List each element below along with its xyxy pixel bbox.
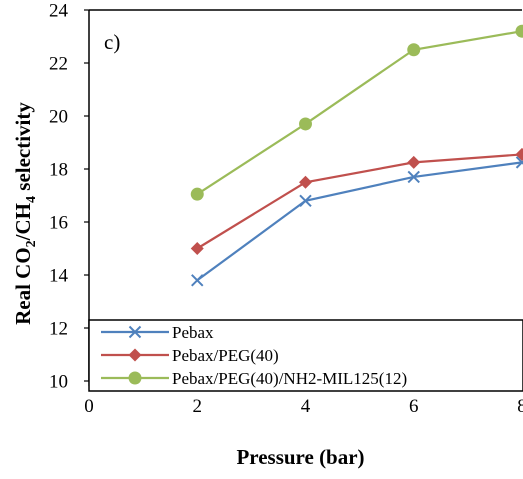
y-tick-label: 14	[49, 266, 69, 287]
data-point	[515, 156, 523, 169]
data-point	[299, 117, 312, 131]
series-2	[190, 147, 523, 255]
y-ticks: 10 12 14 16 18 20 22 24	[49, 1, 89, 393]
data-point	[407, 155, 421, 169]
legend-item: Pebax/PEG(40)/NH2-MIL125(12)	[101, 369, 407, 388]
x-tick-label: 2	[193, 396, 203, 417]
series-line	[196, 30, 523, 196]
legend-label: Pebax/PEG(40)/NH2-MIL125(12)	[172, 369, 407, 388]
y-tick-label: 22	[49, 54, 68, 75]
series-line	[196, 161, 523, 282]
y-tick-label: 16	[49, 213, 68, 234]
legend-item: Pebax/PEG(40)	[101, 346, 279, 365]
series-line	[196, 153, 523, 250]
data-point	[190, 187, 204, 201]
y-axis-title-part: Real CO	[11, 247, 35, 325]
x-tick-label: 4	[301, 396, 311, 417]
y-tick-label: 10	[49, 372, 68, 393]
x-axis-title: Pressure (bar)	[236, 445, 364, 469]
y-axis-title: Real CO2/CH4 selectivity	[11, 102, 39, 325]
data-point	[407, 170, 420, 184]
legend: Pebax Pebax/PEG(40) Pebax/PEG(40)/NH2-MIL1…	[88, 319, 523, 392]
y-axis-title-part: selectivity	[11, 102, 35, 196]
series-1	[191, 156, 523, 287]
legend-swatch-marker	[128, 348, 142, 362]
legend-label: Pebax	[172, 323, 214, 342]
x-tick-label: 6	[409, 396, 419, 417]
series-layer	[190, 24, 523, 287]
data-point	[515, 147, 523, 161]
y-tick-label: 24	[49, 1, 69, 22]
panel-label: c)	[104, 30, 120, 54]
legend-swatch-marker	[128, 371, 142, 385]
legend-swatch-marker	[128, 325, 142, 339]
data-point	[515, 24, 523, 38]
data-point	[299, 175, 312, 189]
data-point	[191, 274, 204, 287]
y-tick-label: 20	[49, 107, 68, 128]
data-point	[407, 43, 421, 57]
legend-item: Pebax	[101, 323, 214, 342]
legend-label: Pebax/PEG(40)	[172, 346, 279, 365]
data-point	[299, 194, 312, 208]
series-3	[190, 24, 523, 201]
y-axis-title-subscript: 4	[24, 196, 39, 203]
x-tick-label: 8	[517, 396, 523, 417]
y-tick-label: 18	[49, 160, 68, 181]
x-tick-label: 0	[84, 396, 94, 417]
y-axis-title-subscript: 2	[24, 240, 39, 247]
data-point	[190, 242, 204, 255]
y-tick-label: 12	[49, 319, 68, 340]
y-axis-title-part: /CH	[11, 203, 35, 241]
